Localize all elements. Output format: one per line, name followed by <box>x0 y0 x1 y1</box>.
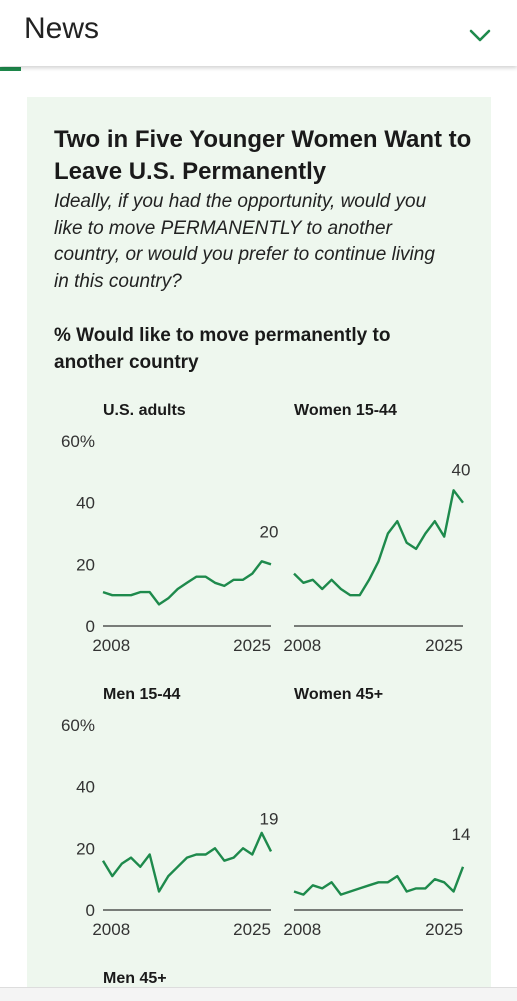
x-tick-label: 2008 <box>283 920 321 939</box>
panel-title: Women 45+ <box>294 686 383 703</box>
x-tick-label: 2008 <box>283 636 321 655</box>
y-tick-label: 40 <box>76 494 95 513</box>
line <box>102 560 272 606</box>
data-label: 40 <box>452 461 471 480</box>
y-tick-label: 0 <box>86 617 95 636</box>
x-tick-label: 2025 <box>425 920 463 939</box>
y-tick-label: 60% <box>61 716 95 735</box>
dropdown-chevron[interactable] <box>468 24 492 48</box>
y-tick-label: 20 <box>76 555 95 574</box>
y-tick-label: 0 <box>86 901 95 920</box>
data-label: 20 <box>260 522 279 541</box>
bottom-bar <box>0 987 517 1001</box>
x-tick-label: 2025 <box>233 636 271 655</box>
header-title: News <box>24 12 100 45</box>
y-tick-label: 20 <box>76 839 95 858</box>
line <box>101 831 273 893</box>
data-label: 19 <box>260 809 279 828</box>
header: News <box>0 0 517 66</box>
x-tick-label: 2008 <box>92 920 130 939</box>
line <box>293 866 465 896</box>
x-tick-label: 2025 <box>425 636 463 655</box>
panel-title: Men 15-44 <box>103 686 180 703</box>
panel-title: U.S. adults <box>103 402 186 419</box>
x-tick-label: 2025 <box>233 920 271 939</box>
card-subtitle: Ideally, if you had the opportunity, wou… <box>54 191 435 292</box>
panel-title: Women 15-44 <box>294 402 397 419</box>
panel-title: Men 45+ <box>103 970 167 987</box>
progress-bar <box>0 67 21 71</box>
y-tick-label: 40 <box>76 778 95 797</box>
y-tick-label: 60% <box>61 432 95 451</box>
card-title: Two in Five Younger Women Want to Leave … <box>54 126 472 185</box>
data-label: 14 <box>452 825 471 844</box>
x-tick-label: 2008 <box>92 636 130 655</box>
line <box>293 489 464 597</box>
chart-card: Two in Five Younger Women Want to Leave … <box>27 97 491 1000</box>
chart-heading: % Would like to move permanently to anot… <box>54 325 391 373</box>
